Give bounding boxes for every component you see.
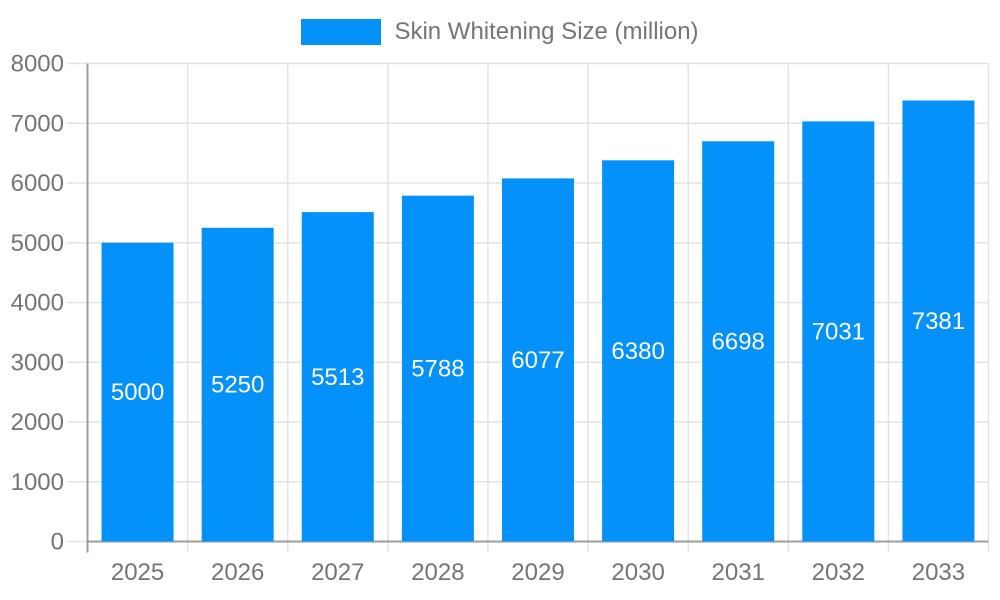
x-tick-label: 2028 [411,559,464,586]
bar [201,227,274,542]
bar-value-label: 5000 [111,379,164,406]
legend-label: Skin Whitening Size (million) [394,18,699,45]
bar [802,121,875,542]
bar-value-label: 5788 [411,356,464,383]
y-tick-label: 0 [51,529,64,556]
bar-value-label: 6380 [611,338,664,365]
legend-swatch [301,19,382,45]
y-tick-label: 7000 [11,110,64,137]
y-tick-label: 3000 [11,349,64,376]
bar [401,195,474,542]
x-tick-label: 2025 [111,559,164,586]
x-tick-label: 2030 [611,559,664,586]
chart-legend[interactable]: Skin Whitening Size (million) [0,19,1000,45]
bar [902,100,975,542]
bar-value-label: 6698 [712,328,765,355]
x-tick-label: 2026 [211,559,264,586]
bar-value-label: 5250 [211,372,264,399]
y-tick-label: 1000 [11,469,64,496]
bar-value-label: 5513 [311,364,364,391]
x-tick-label: 2027 [311,559,364,586]
bar [502,178,574,542]
y-tick-label: 4000 [11,290,64,317]
bar-value-label: 7381 [912,308,965,335]
x-tick-label: 2032 [812,559,865,586]
y-tick-label: 2000 [11,409,64,436]
bar [702,141,775,542]
y-tick-label: 6000 [11,170,64,197]
x-tick-label: 2033 [912,559,965,586]
bar-value-label: 7031 [812,318,865,345]
y-tick-label: 5000 [11,230,64,257]
y-tick-label: 8000 [11,51,64,78]
x-tick-label: 2029 [511,559,564,586]
bar [602,160,675,542]
bar [101,242,174,542]
x-tick-label: 2031 [712,559,765,586]
bar [301,212,374,542]
bar-value-label: 6077 [511,347,564,374]
